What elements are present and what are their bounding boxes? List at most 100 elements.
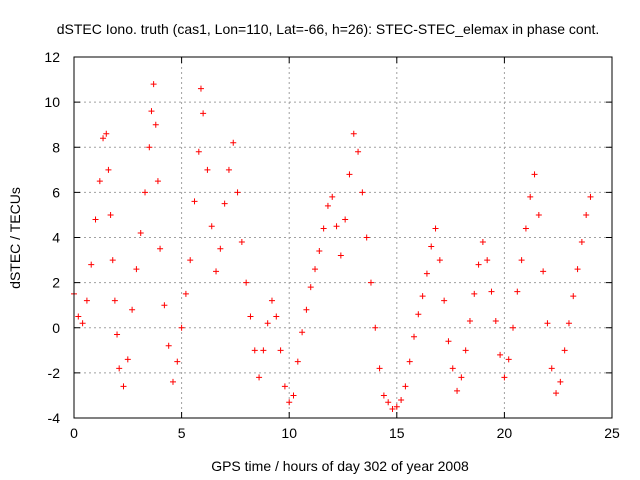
data-point [268, 297, 275, 304]
data-point [346, 171, 353, 178]
data-point [191, 198, 198, 205]
data-point [307, 284, 314, 291]
data-point [264, 320, 271, 327]
data-point [389, 405, 396, 412]
data-point [367, 279, 374, 286]
data-point [114, 331, 121, 338]
data-point [294, 358, 301, 365]
data-point [208, 223, 215, 230]
data-point [273, 313, 280, 320]
data-point [303, 306, 310, 313]
data-point [92, 216, 99, 223]
data-point [574, 266, 581, 273]
data-point [445, 338, 452, 345]
data-point [363, 234, 370, 241]
data-point [432, 225, 439, 232]
data-point [359, 189, 366, 196]
data-point [150, 81, 157, 88]
data-point [230, 139, 237, 146]
data-point [197, 85, 204, 92]
data-point [402, 383, 409, 390]
y-tick-label: 4 [52, 230, 60, 246]
chart-title: dSTEC Iono. truth (cas1, Lon=110, Lat=-6… [57, 21, 600, 37]
data-point [462, 347, 469, 354]
data-point [320, 225, 327, 232]
data-point [161, 302, 168, 309]
data-point [583, 211, 590, 218]
data-point [587, 193, 594, 200]
data-point [174, 358, 181, 365]
data-point [109, 257, 116, 264]
data-point [238, 239, 245, 246]
data-point [333, 223, 340, 230]
data-point [221, 200, 228, 207]
x-tick-label: 20 [497, 425, 513, 441]
data-point [120, 383, 127, 390]
data-point [337, 252, 344, 259]
data-point [454, 387, 461, 394]
data-point [157, 245, 164, 252]
data-point [531, 171, 538, 178]
x-tick-label: 10 [281, 425, 297, 441]
x-tick-label: 5 [178, 425, 186, 441]
data-point [419, 293, 426, 300]
data-point [200, 110, 207, 117]
data-point [570, 293, 577, 300]
grid-lines [74, 57, 612, 418]
data-point [565, 320, 572, 327]
x-tick-label: 0 [70, 425, 78, 441]
data-point [124, 356, 131, 363]
data-point [324, 202, 331, 209]
data-point [398, 396, 405, 403]
data-point [148, 108, 155, 115]
data-point [342, 216, 349, 223]
data-point [484, 257, 491, 264]
data-point [133, 266, 140, 273]
data-point [107, 211, 114, 218]
data-point [423, 270, 430, 277]
data-point [75, 313, 82, 320]
data-point [225, 166, 232, 173]
data-point [471, 290, 478, 297]
y-axis-title: dSTEC / TECUs [7, 187, 23, 289]
data-point [286, 399, 293, 406]
data-point [553, 390, 560, 397]
data-point [256, 374, 263, 381]
data-point [514, 288, 521, 295]
data-point [182, 290, 189, 297]
y-tick-label: 6 [52, 184, 60, 200]
data-point [169, 378, 176, 385]
data-point [277, 347, 284, 354]
y-tick-label: 8 [52, 139, 60, 155]
data-point [152, 121, 159, 128]
data-series-dstec [71, 81, 594, 412]
x-tick-label: 15 [389, 425, 405, 441]
data-point [116, 365, 123, 372]
data-point [535, 211, 542, 218]
data-point [103, 130, 110, 137]
data-point [79, 320, 86, 327]
data-point [316, 248, 323, 255]
data-point [281, 383, 288, 390]
data-point [497, 351, 504, 358]
y-tick-label: -2 [48, 365, 61, 381]
y-tick-label: 10 [44, 94, 60, 110]
data-point [518, 257, 525, 264]
data-point [88, 261, 95, 268]
data-point [510, 324, 517, 331]
y-tick-label: 2 [52, 275, 60, 291]
data-point [385, 399, 392, 406]
data-point [557, 378, 564, 385]
data-point [527, 193, 534, 200]
data-point [501, 374, 508, 381]
data-point [243, 279, 250, 286]
data-point [312, 266, 319, 273]
data-point [290, 392, 297, 399]
data-point [146, 144, 153, 151]
data-point [441, 297, 448, 304]
data-point [544, 320, 551, 327]
data-point [475, 261, 482, 268]
data-point [350, 130, 357, 137]
data-point [187, 257, 194, 264]
